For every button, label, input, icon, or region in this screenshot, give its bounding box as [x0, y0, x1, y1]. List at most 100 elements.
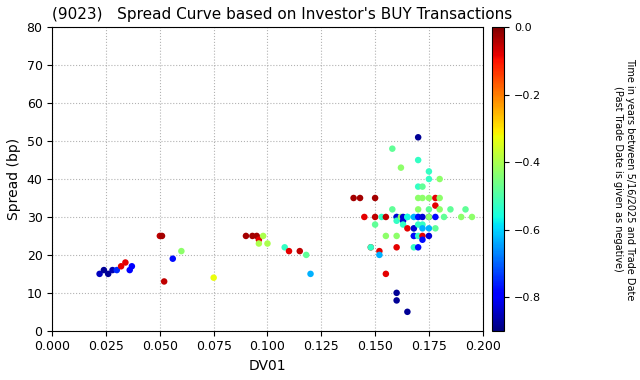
- Point: [396, 165, 406, 171]
- Text: (9023)   Spread Curve based on Investor's BUY Transactions: (9023) Spread Curve based on Investor's …: [52, 7, 513, 22]
- Point: [370, 222, 380, 228]
- Point: [247, 233, 257, 239]
- Point: [381, 271, 391, 277]
- Point: [392, 214, 402, 220]
- Point: [387, 206, 397, 212]
- Y-axis label: Spread (bp): Spread (bp): [7, 138, 21, 220]
- Point: [413, 214, 423, 220]
- Point: [403, 225, 413, 231]
- Point: [374, 252, 385, 258]
- Point: [365, 244, 376, 250]
- Point: [392, 218, 402, 224]
- Point: [424, 214, 434, 220]
- Point: [99, 267, 109, 273]
- Point: [403, 214, 413, 220]
- Point: [403, 214, 413, 220]
- Point: [413, 214, 423, 220]
- Point: [467, 214, 477, 220]
- Point: [392, 290, 402, 296]
- Point: [409, 233, 419, 239]
- Point: [253, 237, 264, 243]
- Point: [413, 244, 423, 250]
- Point: [424, 233, 434, 239]
- Point: [430, 214, 440, 220]
- Point: [424, 225, 434, 231]
- Point: [209, 275, 219, 281]
- Point: [396, 214, 406, 220]
- Point: [435, 206, 445, 212]
- Point: [456, 214, 467, 220]
- Point: [409, 214, 419, 220]
- Point: [176, 248, 186, 254]
- Point: [403, 309, 413, 315]
- Point: [103, 271, 113, 277]
- X-axis label: DV01: DV01: [249, 359, 286, 373]
- Point: [398, 218, 408, 224]
- Point: [381, 214, 391, 220]
- Point: [417, 214, 428, 220]
- Point: [424, 206, 434, 212]
- Point: [241, 233, 251, 239]
- Point: [413, 206, 423, 212]
- Point: [413, 134, 423, 140]
- Point: [127, 263, 137, 269]
- Point: [409, 244, 419, 250]
- Point: [370, 214, 380, 220]
- Point: [392, 298, 402, 304]
- Point: [409, 225, 419, 231]
- Point: [413, 195, 423, 201]
- Point: [409, 225, 419, 231]
- Point: [381, 233, 391, 239]
- Point: [116, 263, 126, 269]
- Point: [417, 237, 428, 243]
- Point: [108, 267, 118, 273]
- Point: [392, 244, 402, 250]
- Point: [430, 195, 440, 201]
- Point: [374, 248, 385, 254]
- Point: [253, 241, 264, 247]
- Point: [155, 233, 165, 239]
- Point: [305, 271, 316, 277]
- Point: [120, 260, 131, 266]
- Point: [417, 184, 428, 190]
- Point: [417, 222, 428, 228]
- Point: [417, 195, 428, 201]
- Point: [370, 195, 380, 201]
- Point: [398, 214, 408, 220]
- Y-axis label: Time in years between 5/16/2025 and Trade Date
(Past Trade Date is given as nega: Time in years between 5/16/2025 and Trad…: [613, 58, 635, 300]
- Point: [301, 252, 311, 258]
- Point: [168, 256, 178, 262]
- Point: [435, 176, 445, 182]
- Point: [430, 203, 440, 209]
- Point: [387, 146, 397, 152]
- Point: [294, 248, 305, 254]
- Point: [439, 214, 449, 220]
- Point: [258, 233, 268, 239]
- Point: [157, 233, 167, 239]
- Point: [348, 195, 358, 201]
- Point: [424, 168, 434, 174]
- Point: [284, 248, 294, 254]
- Point: [413, 184, 423, 190]
- Point: [262, 241, 273, 247]
- Point: [95, 271, 105, 277]
- Point: [398, 222, 408, 228]
- Point: [365, 244, 376, 250]
- Point: [417, 233, 428, 239]
- Point: [376, 214, 387, 220]
- Point: [392, 214, 402, 220]
- Point: [424, 214, 434, 220]
- Point: [417, 225, 428, 231]
- Point: [280, 244, 290, 250]
- Point: [424, 195, 434, 201]
- Point: [435, 195, 445, 201]
- Point: [355, 195, 365, 201]
- Point: [413, 233, 423, 239]
- Point: [125, 267, 135, 273]
- Point: [392, 233, 402, 239]
- Point: [409, 233, 419, 239]
- Point: [424, 176, 434, 182]
- Point: [460, 206, 470, 212]
- Point: [413, 222, 423, 228]
- Point: [445, 206, 456, 212]
